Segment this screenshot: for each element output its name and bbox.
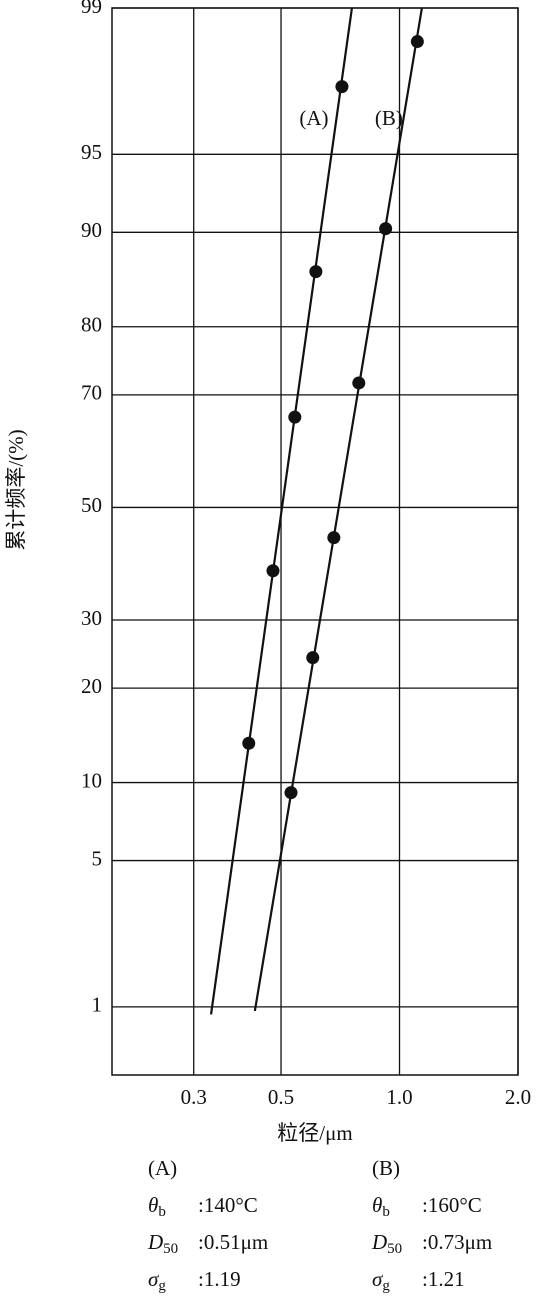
y-tick-label: 1 <box>92 993 103 1017</box>
y-tick-label: 80 <box>81 313 102 337</box>
parameter-symbol: θ <box>148 1193 158 1217</box>
parameter-label: σg <box>372 1267 390 1295</box>
y-tick-label: 10 <box>81 768 102 792</box>
parameter-subscript: b <box>158 1204 166 1220</box>
data-point <box>266 564 280 578</box>
y-tick-label: 90 <box>81 218 102 242</box>
x-axis-label: 粒径/μm <box>277 1121 352 1145</box>
parameter-label: D50 <box>147 1230 178 1258</box>
parameter-label: σg <box>148 1267 166 1295</box>
parameter-subscript: b <box>382 1204 390 1220</box>
x-tick-label: 0.3 <box>181 1085 207 1109</box>
series-label: (B) <box>375 106 403 130</box>
parameter-label: θb <box>148 1193 166 1221</box>
y-tick-label: 95 <box>81 140 102 164</box>
parameter-label: θb <box>372 1193 390 1221</box>
plot-frame <box>111 7 519 1076</box>
x-tick-label: 2.0 <box>505 1085 531 1109</box>
data-point <box>410 35 424 49</box>
parameter-subscript: g <box>158 1278 166 1294</box>
parameter-header: (A) <box>148 1156 177 1180</box>
data-point <box>335 80 349 94</box>
parameter-label: D50 <box>371 1230 402 1258</box>
parameter-symbol: σ <box>148 1267 160 1291</box>
parameter-subscript: 50 <box>387 1241 402 1257</box>
data-point <box>309 265 323 279</box>
parameter-symbol: D <box>371 1230 387 1254</box>
data-point <box>284 786 298 800</box>
x-tick-label: 1.0 <box>386 1085 412 1109</box>
fit-line <box>253 7 423 1012</box>
data-point <box>306 651 320 665</box>
parameter-subscript: g <box>382 1278 390 1294</box>
y-tick-label: 99 <box>81 0 102 18</box>
y-tick-label: 20 <box>81 674 102 698</box>
x-tick-label: 0.5 <box>268 1085 294 1109</box>
parameter-header: (B) <box>372 1156 400 1180</box>
data-point <box>288 410 302 424</box>
y-tick-label: 5 <box>92 846 103 870</box>
parameter-value: :160°C <box>422 1193 482 1217</box>
series-label: (A) <box>299 106 328 130</box>
data-point <box>352 376 366 390</box>
parameter-value: :1.19 <box>198 1267 241 1291</box>
parameter-value: :0.73μm <box>422 1230 492 1254</box>
y-tick-label: 50 <box>81 493 102 517</box>
parameter-value: :1.21 <box>422 1267 465 1291</box>
parameter-value: :140°C <box>198 1193 258 1217</box>
parameter-value: :0.51μm <box>198 1230 268 1254</box>
data-point <box>242 736 256 750</box>
data-point <box>379 222 393 236</box>
fit-line <box>209 7 354 1015</box>
y-tick-label: 70 <box>81 381 102 405</box>
parameter-symbol: θ <box>372 1193 382 1217</box>
y-tick-label: 30 <box>81 606 102 630</box>
parameter-subscript: 50 <box>163 1241 178 1257</box>
y-axis-label: 累计频率/(%) <box>4 429 28 550</box>
parameter-symbol: σ <box>372 1267 384 1291</box>
data-point <box>327 531 341 545</box>
parameter-symbol: D <box>147 1230 163 1254</box>
